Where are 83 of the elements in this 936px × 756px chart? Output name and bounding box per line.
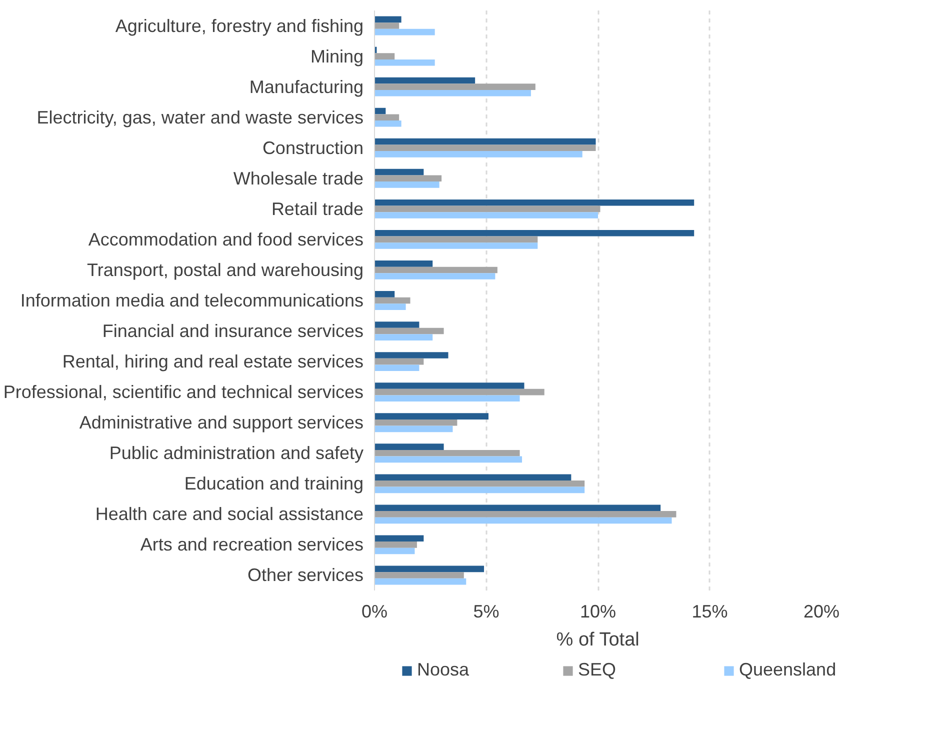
x-tick-label: 20% bbox=[803, 602, 840, 622]
bar bbox=[374, 426, 453, 432]
y-tick-label: Manufacturing bbox=[249, 76, 364, 97]
y-tick-label: Rental, hiring and real estate services bbox=[62, 352, 364, 372]
bar bbox=[374, 572, 464, 578]
bar bbox=[374, 322, 420, 328]
y-tick-label: Electricity, gas, water and waste services bbox=[36, 107, 364, 128]
bar bbox=[374, 138, 596, 145]
bar bbox=[374, 504, 661, 512]
bar bbox=[374, 419, 458, 426]
y-tick-label: Professional, scientific and technical services bbox=[3, 382, 364, 402]
y-tick-label: Arts and recreation services bbox=[140, 534, 364, 555]
bar bbox=[374, 168, 424, 176]
x-tick-label: 10% bbox=[580, 602, 616, 622]
y-tick-label: Transport, postal and warehousing bbox=[87, 260, 364, 280]
bar bbox=[374, 334, 433, 340]
y-tick-label: Retail trade bbox=[271, 198, 364, 219]
y-tick-label: Construction bbox=[262, 138, 364, 158]
y-tick-label: Administrative and support services bbox=[79, 412, 364, 433]
y-tick-label: Mining bbox=[310, 46, 364, 66]
bar bbox=[374, 517, 672, 524]
bar bbox=[374, 291, 395, 298]
bar bbox=[374, 566, 484, 572]
y-tick-label: Education and training bbox=[184, 474, 364, 494]
bar bbox=[374, 22, 400, 29]
bar bbox=[374, 273, 496, 280]
bar bbox=[374, 456, 522, 463]
bar bbox=[374, 486, 585, 494]
bar bbox=[374, 413, 488, 420]
bar bbox=[374, 304, 406, 310]
bar bbox=[374, 395, 520, 402]
bar bbox=[374, 151, 582, 158]
y-tick-label: Wholesale trade bbox=[233, 168, 364, 188]
bar bbox=[374, 77, 476, 84]
y-tick-label: Financial and insurance services bbox=[102, 321, 364, 342]
bar bbox=[374, 175, 442, 182]
bar bbox=[374, 450, 520, 456]
bar bbox=[374, 364, 420, 372]
legend-label: Noosa bbox=[417, 660, 470, 680]
bar bbox=[374, 144, 596, 152]
bar bbox=[374, 28, 435, 36]
y-tick-label: Information media and telecommunications bbox=[20, 290, 364, 310]
bar bbox=[374, 578, 466, 585]
bar bbox=[374, 474, 572, 481]
bar bbox=[374, 535, 424, 542]
x-tick-label: 15% bbox=[692, 602, 728, 622]
bar bbox=[374, 206, 600, 212]
y-tick-label: Health care and social assistance bbox=[95, 504, 364, 524]
bar bbox=[374, 480, 585, 487]
bar bbox=[374, 120, 402, 127]
bar bbox=[374, 388, 544, 396]
bar bbox=[374, 382, 524, 389]
bar bbox=[374, 59, 435, 66]
bar bbox=[374, 84, 536, 90]
x-axis-title: % of Total bbox=[556, 630, 640, 650]
bar bbox=[374, 548, 415, 554]
bar bbox=[374, 199, 694, 206]
y-tick-label: Public administration and safety bbox=[109, 443, 364, 464]
bar bbox=[374, 212, 598, 218]
x-tick-label: 0% bbox=[361, 602, 388, 622]
bar bbox=[374, 266, 498, 274]
bar bbox=[374, 114, 400, 120]
bar bbox=[374, 358, 424, 365]
bar bbox=[374, 53, 395, 60]
bar bbox=[374, 182, 440, 188]
y-tick-label: Agriculture, forestry and fishing bbox=[115, 16, 364, 36]
bar bbox=[374, 542, 417, 548]
bar bbox=[374, 297, 410, 304]
bar bbox=[374, 260, 433, 267]
bar bbox=[374, 352, 448, 358]
x-tick-label: 5% bbox=[473, 602, 500, 622]
y-tick-label: Accommodation and food services bbox=[88, 229, 364, 250]
y-tick-label: Other services bbox=[247, 565, 364, 586]
bar bbox=[374, 230, 694, 236]
bar bbox=[374, 444, 444, 450]
bar bbox=[374, 16, 402, 23]
bar bbox=[374, 242, 538, 249]
legend-label: SEQ bbox=[578, 660, 618, 680]
bar bbox=[374, 90, 531, 96]
bar bbox=[374, 511, 676, 518]
bar bbox=[374, 236, 538, 243]
bar bbox=[374, 328, 444, 334]
legend-label: Queensland bbox=[739, 660, 838, 680]
